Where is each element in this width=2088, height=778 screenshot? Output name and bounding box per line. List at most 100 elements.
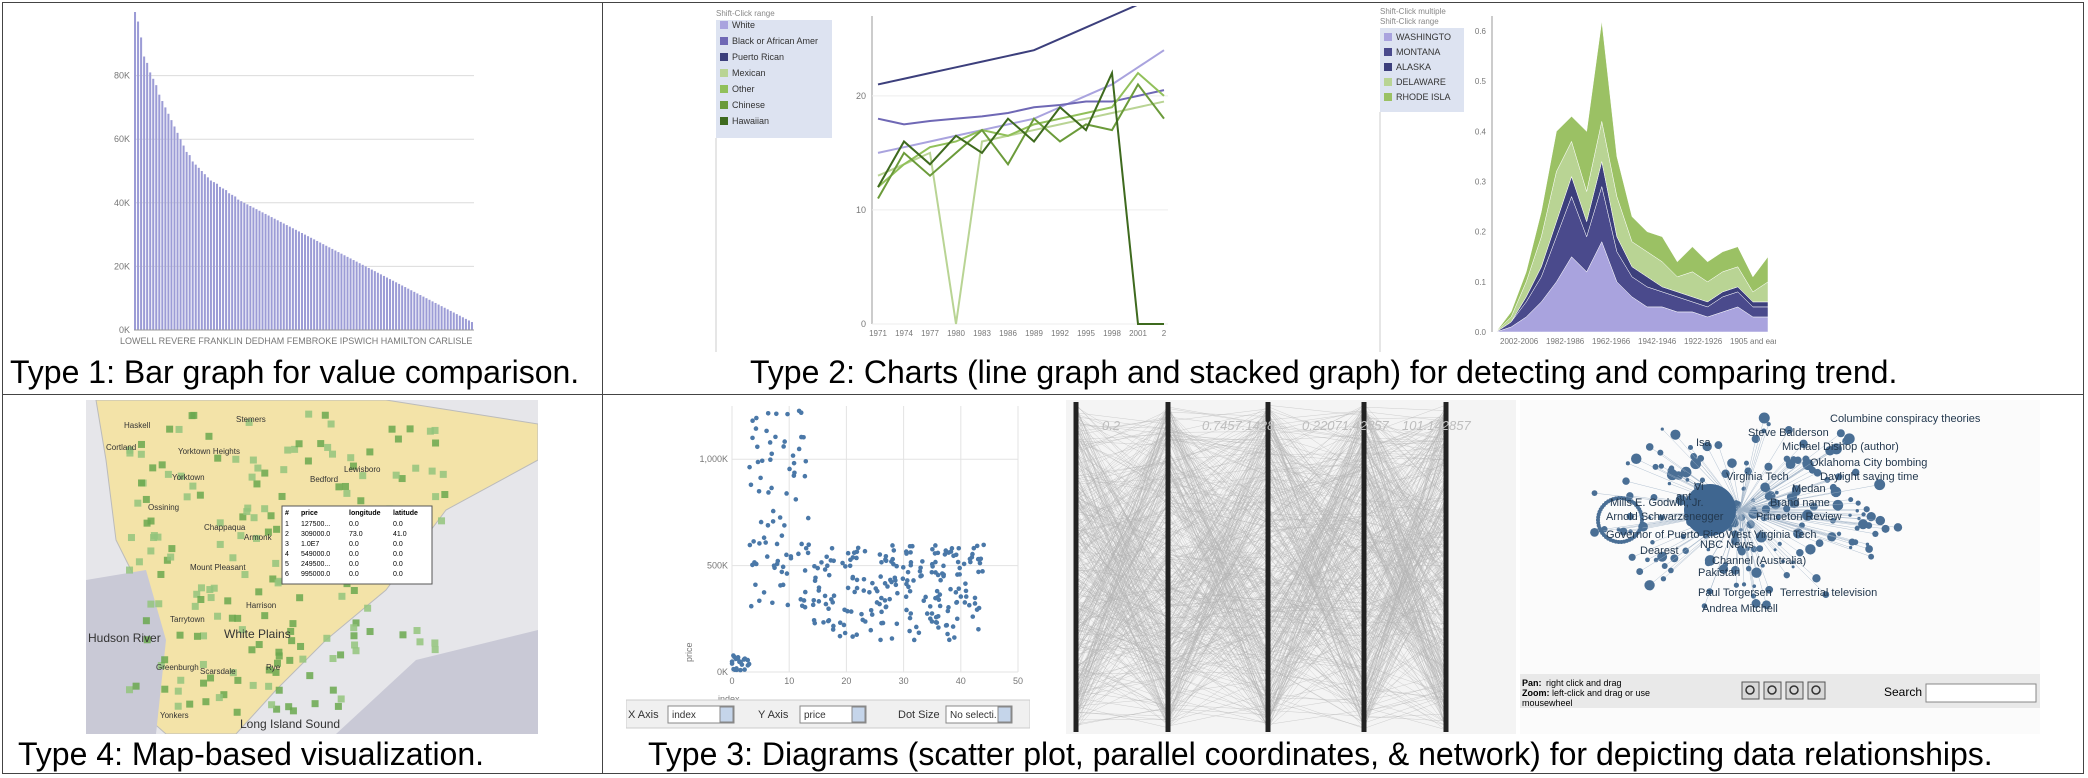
scatter-point bbox=[945, 608, 951, 614]
x-tick-label: 30 bbox=[899, 676, 909, 686]
bar bbox=[291, 228, 294, 330]
scatter-point bbox=[748, 482, 754, 488]
data-marker bbox=[255, 588, 263, 596]
scatter-point bbox=[904, 551, 909, 556]
bar bbox=[470, 322, 473, 330]
scatter-point bbox=[826, 572, 832, 578]
data-marker bbox=[175, 425, 183, 433]
net-edge bbox=[1739, 509, 1864, 525]
data-marker bbox=[229, 554, 237, 562]
net-node bbox=[1751, 567, 1762, 578]
x-tick-label: 1980 bbox=[947, 329, 965, 338]
scatter-panel: 0K 500K 1,000K 0 10 20 30 40 50 index price X Axis i… bbox=[626, 406, 1030, 729]
net-edge bbox=[1739, 509, 1757, 573]
place-label: Yonkers bbox=[160, 711, 189, 720]
net-edge bbox=[1734, 509, 1741, 534]
net-node bbox=[1628, 553, 1636, 561]
scatter-point bbox=[976, 569, 981, 575]
net-node bbox=[1685, 478, 1690, 482]
scatter-point bbox=[961, 561, 967, 567]
data-marker bbox=[161, 685, 169, 693]
scatter-point bbox=[908, 560, 914, 565]
bar bbox=[373, 271, 376, 330]
net-node bbox=[1706, 588, 1713, 595]
bar bbox=[140, 37, 143, 330]
search-input[interactable] bbox=[1925, 683, 2037, 703]
bar bbox=[310, 237, 313, 330]
scatter-point bbox=[859, 611, 864, 617]
table-cell: 6 bbox=[285, 571, 289, 578]
net-edge bbox=[1739, 458, 1807, 511]
x-tick-label: 2002-2006 bbox=[1500, 337, 1539, 346]
zoom-tool-button[interactable] bbox=[1807, 681, 1826, 700]
bar bbox=[143, 56, 146, 331]
scatter-point bbox=[803, 545, 809, 551]
select-arrow bbox=[719, 706, 734, 723]
data-marker bbox=[337, 695, 345, 703]
series-line bbox=[877, 100, 1165, 325]
bar bbox=[398, 283, 401, 330]
scatter-point bbox=[877, 552, 883, 557]
scatter-point bbox=[955, 572, 960, 577]
data-marker bbox=[399, 631, 407, 639]
data-marker bbox=[352, 619, 360, 627]
scatter-point bbox=[816, 585, 822, 590]
help-zoom-text: left-click and drag or use bbox=[1552, 688, 1650, 698]
scatter-point bbox=[768, 457, 773, 462]
scatter-point bbox=[745, 657, 751, 663]
data-marker bbox=[143, 519, 151, 527]
data-marker bbox=[154, 533, 162, 541]
net-node bbox=[1875, 515, 1886, 526]
data-marker bbox=[216, 519, 224, 527]
caption-type4: Type 4: Map-based visualization. bbox=[18, 736, 485, 772]
net-edge bbox=[1739, 509, 1872, 557]
net-node bbox=[1756, 545, 1764, 552]
legend-label: WASHINGTO bbox=[1396, 32, 1451, 42]
legend-label: Puerto Rican bbox=[732, 52, 784, 62]
net-node bbox=[1650, 494, 1658, 501]
x-tick-labels: LOWELL REVERE FRANKLIN DEDHAM FEMBROKE I… bbox=[120, 336, 472, 346]
scatter-point bbox=[782, 523, 787, 528]
zoom-tool-button[interactable] bbox=[1785, 681, 1804, 700]
bar bbox=[261, 212, 264, 330]
scatter-point bbox=[784, 552, 789, 558]
data-marker bbox=[137, 450, 145, 458]
search-label: Search bbox=[1884, 685, 1922, 699]
net-node bbox=[1865, 542, 1870, 547]
net-node bbox=[1699, 477, 1706, 483]
net-edge bbox=[1739, 424, 1769, 511]
net-node bbox=[1702, 441, 1712, 452]
data-marker bbox=[329, 686, 337, 694]
scatter-point bbox=[819, 560, 824, 565]
scatter-point bbox=[731, 666, 736, 672]
bar bbox=[267, 215, 270, 330]
scatter-point bbox=[774, 541, 780, 547]
help-pan-text: right click and drag bbox=[1546, 678, 1622, 688]
node-label: Dearest bbox=[1640, 545, 1679, 557]
scatter-point bbox=[974, 607, 980, 612]
zoom-tool-button[interactable] bbox=[1763, 681, 1782, 700]
net-node bbox=[1653, 557, 1659, 563]
scatter-point bbox=[870, 580, 875, 586]
scatter-point bbox=[920, 559, 925, 564]
scatter-point bbox=[947, 637, 952, 643]
data-marker bbox=[215, 694, 223, 702]
node-label: Michael Dishop (author) bbox=[1782, 441, 1899, 453]
bar bbox=[182, 145, 185, 330]
scatter-point bbox=[939, 571, 945, 576]
scatter-point bbox=[923, 594, 928, 600]
table-cell: 0.0 bbox=[349, 521, 359, 528]
caption-type2: Type 2: Charts (line graph and stacked g… bbox=[750, 354, 1898, 390]
legend-title: Shift-Click multiple bbox=[1380, 7, 1446, 16]
x-tick-label: 1977 bbox=[921, 329, 939, 338]
scatter-point bbox=[787, 466, 792, 472]
node-label: Daylight saving time bbox=[1820, 471, 1918, 483]
net-node bbox=[1590, 527, 1599, 537]
bar bbox=[376, 272, 379, 330]
data-marker bbox=[273, 659, 281, 667]
zoom-tool-button[interactable] bbox=[1741, 681, 1760, 700]
x-tick-label: 1986 bbox=[999, 329, 1017, 338]
net-edge bbox=[1739, 509, 1858, 529]
net-node bbox=[1765, 585, 1774, 594]
data-marker bbox=[323, 634, 331, 642]
